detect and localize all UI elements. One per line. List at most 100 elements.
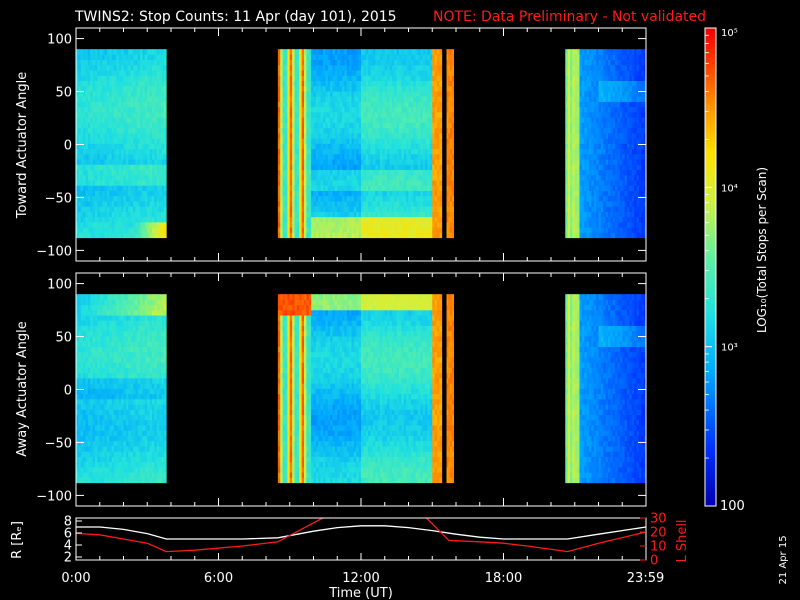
heatmap-cell — [152, 85, 155, 92]
heatmap-cell — [315, 185, 319, 191]
heatmap-cell — [401, 75, 405, 81]
heatmap-cell — [413, 75, 417, 81]
heatmap-cell — [308, 112, 312, 118]
heatmap-cell — [413, 54, 417, 61]
heatmap-cell — [396, 122, 400, 129]
heatmap-cell — [589, 106, 592, 113]
heatmap-cell — [591, 227, 595, 233]
heatmap-cell — [349, 216, 352, 223]
heatmap-cell — [401, 143, 405, 150]
heatmap-cell — [292, 122, 295, 129]
heatmap-cell — [387, 91, 390, 97]
heatmap-cell — [581, 64, 585, 71]
heatmap-cell — [123, 169, 127, 176]
heatmap-cell — [389, 201, 393, 207]
heatmap-cell — [332, 101, 336, 108]
heatmap-cell — [437, 106, 440, 113]
heatmap-cell — [451, 101, 455, 108]
heatmap-cell — [356, 127, 360, 134]
heatmap-cell — [363, 180, 367, 186]
heatmap-cell — [448, 106, 451, 113]
heatmap-cell — [121, 80, 124, 87]
heatmap-cell — [420, 216, 424, 223]
heatmap-cell — [617, 49, 621, 55]
heatmap-cell — [330, 211, 333, 218]
heatmap-cell — [446, 85, 449, 92]
heatmap-cell — [133, 80, 136, 87]
heatmap-cell — [161, 221, 165, 228]
heatmap-cell — [617, 216, 621, 223]
heatmap-cell — [380, 49, 383, 55]
heatmap-cell — [418, 190, 421, 197]
heatmap-cell — [353, 70, 357, 76]
heatmap-cell — [584, 232, 588, 239]
heatmap-cell — [346, 174, 350, 181]
heatmap-cell — [296, 96, 300, 102]
heatmap-cell — [282, 153, 286, 160]
heatmap-cell — [102, 153, 105, 160]
heatmap-cell — [596, 85, 599, 92]
heatmap-cell — [301, 117, 305, 123]
heatmap-cell — [306, 138, 310, 144]
heatmap-cell — [344, 211, 348, 218]
heatmap-cell — [294, 153, 298, 160]
heatmap-cell — [87, 112, 91, 118]
heatmap-cell — [109, 164, 113, 171]
heatmap-cell — [593, 169, 597, 176]
heatmap-cell — [85, 75, 89, 81]
heatmap-cell — [308, 85, 312, 92]
heatmap-cell — [323, 91, 326, 97]
heatmap-cell — [123, 96, 127, 102]
heatmap-cell — [163, 185, 167, 191]
heatmap-cell — [111, 91, 115, 97]
heatmap-cell — [125, 153, 129, 160]
heatmap-cell — [565, 54, 569, 61]
heatmap-cell — [577, 216, 580, 223]
heatmap-cell — [315, 54, 319, 61]
heatmap-cell — [610, 59, 614, 66]
heatmap-cell — [425, 180, 428, 186]
heatmap-cell — [394, 138, 398, 144]
heatmap-cell — [339, 153, 343, 160]
heatmap-cell — [370, 59, 374, 66]
heatmap-cell — [346, 190, 350, 197]
heatmap-cell — [282, 206, 286, 212]
heatmap-cell — [102, 80, 105, 87]
heatmap-cell — [304, 221, 307, 228]
heatmap-cell — [434, 201, 438, 207]
heatmap-cell — [76, 70, 79, 76]
heatmap-cell — [308, 153, 312, 160]
heatmap-cell — [142, 201, 146, 207]
heatmap-cell — [422, 201, 426, 207]
heatmap-cell — [619, 185, 623, 191]
heatmap-cell — [308, 91, 312, 97]
heatmap-cell — [450, 153, 453, 160]
heatmap-cell — [292, 75, 295, 81]
heatmap-cell — [282, 132, 286, 139]
heatmap-cell — [287, 180, 291, 186]
heatmap-cell — [627, 143, 630, 150]
heatmap-cell — [95, 169, 98, 176]
heatmap-cell — [289, 143, 293, 150]
heatmap-cell — [382, 138, 386, 144]
heatmap-cell — [87, 59, 91, 66]
heatmap-cell — [133, 96, 136, 102]
heatmap-cell — [163, 180, 167, 186]
heatmap-cell — [406, 75, 409, 81]
heatmap-cell — [586, 138, 590, 144]
heatmap-cell — [106, 232, 110, 239]
heatmap-cell — [109, 112, 113, 118]
heatmap-cell — [111, 96, 115, 102]
heatmap-cell — [144, 211, 148, 218]
heatmap-cell — [285, 143, 288, 150]
heatmap-cell — [574, 221, 578, 228]
heatmap-cell — [323, 227, 326, 233]
heatmap-cell — [382, 117, 386, 123]
heatmap-cell — [147, 159, 151, 165]
heatmap-cell — [80, 132, 84, 139]
heatmap-cell — [102, 216, 105, 223]
heatmap-cell — [80, 80, 84, 87]
heatmap-cell — [418, 91, 421, 97]
heatmap-cell — [277, 80, 281, 87]
heatmap-cell — [448, 216, 451, 223]
